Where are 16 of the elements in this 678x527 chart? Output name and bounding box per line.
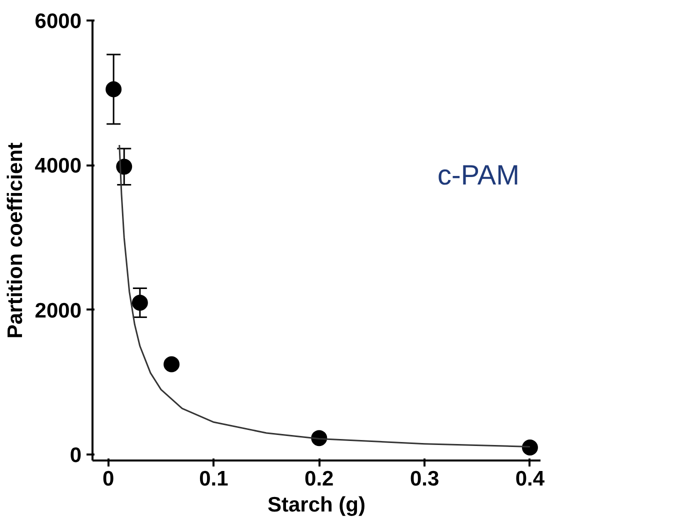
x-tick-label: 0.3 <box>410 468 440 490</box>
x-tick-label: 0.4 <box>515 468 545 490</box>
x-axis-title: Starch (g) <box>267 494 366 516</box>
x-tick-label: 0.1 <box>199 468 229 490</box>
point <box>522 439 538 456</box>
annotation: c-PAM <box>438 160 520 190</box>
y-tick-label: 6000 <box>34 10 82 33</box>
point <box>106 81 122 98</box>
y-tick-label: 2000 <box>34 299 82 322</box>
y-tick-label: 0 <box>70 444 82 468</box>
x-tick-label: 0 <box>102 468 114 490</box>
point <box>164 356 180 372</box>
y-tick-label: 4000 <box>34 154 82 178</box>
x-tick-label: 0.2 <box>304 468 334 490</box>
point <box>132 294 148 311</box>
y-axis-title: Partition coefficient <box>4 142 27 339</box>
